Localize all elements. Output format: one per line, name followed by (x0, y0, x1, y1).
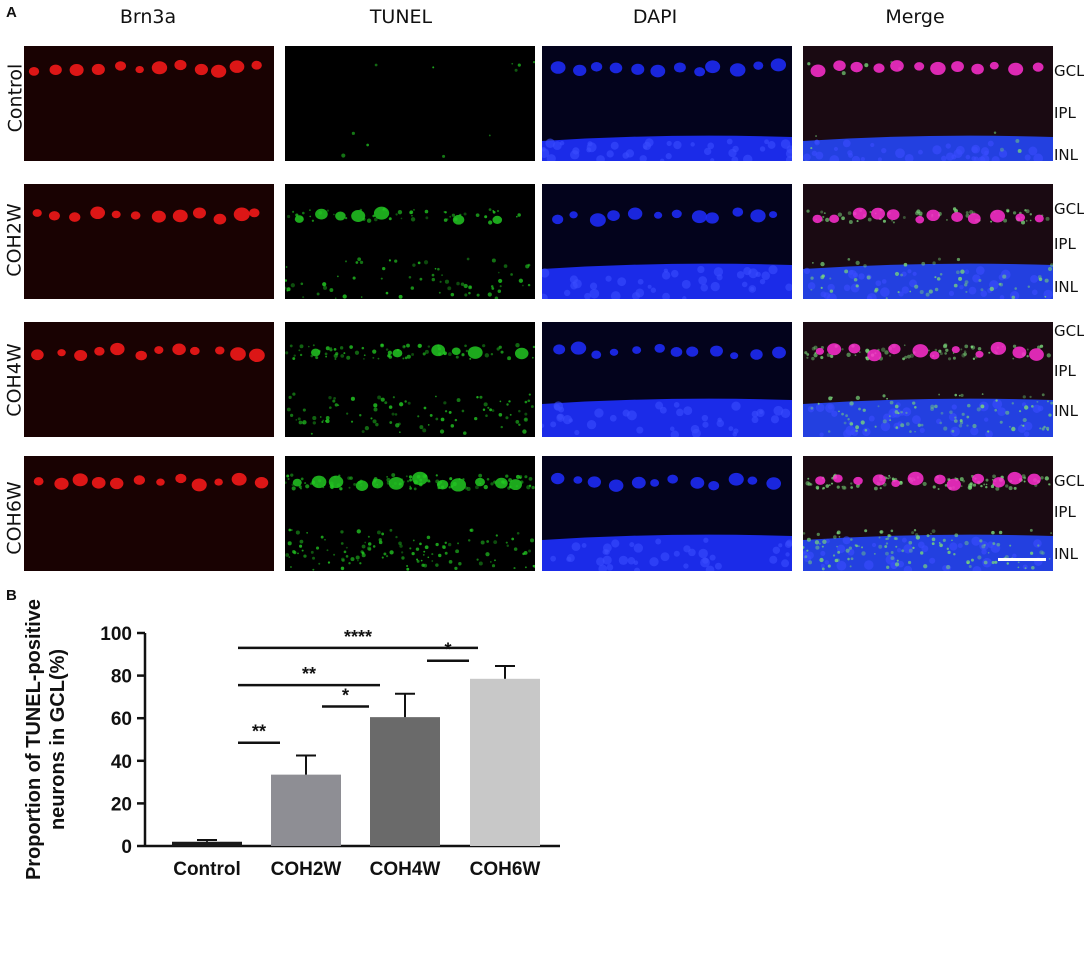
micrograph-dapi-control (542, 46, 792, 161)
y-axis-label-line-2: neurons in GCL(%) (47, 649, 69, 830)
layer-label-ipl: IPL (1054, 362, 1076, 380)
x-tick-label-coh2w: COH2W (271, 859, 342, 880)
y-tick-label: 40 (111, 752, 132, 773)
y-tick-label: 60 (111, 709, 132, 730)
significance-label: ** (252, 722, 266, 742)
micrograph-brn3a-control (24, 46, 274, 161)
micrograph-dapi-coh4w (542, 322, 792, 437)
significance-label: ** (302, 664, 316, 684)
bar-control (172, 841, 242, 846)
layer-label-gcl: GCL (1054, 62, 1084, 80)
significance-label: * (342, 685, 349, 705)
y-axis-label-line-1: Proportion of TUNEL-positive (23, 599, 45, 880)
y-tick-label: 20 (111, 794, 132, 815)
x-tick-label-control: Control (173, 859, 241, 880)
micrograph-tunel-coh6w (285, 456, 535, 571)
column-header-brn3a: Brn3a (119, 6, 177, 28)
layer-label-gcl: GCL (1054, 472, 1084, 490)
layer-label-ipl: IPL (1054, 235, 1076, 253)
micrograph-tunel-coh4w (285, 322, 535, 437)
column-header-tunel: TUNEL (369, 6, 433, 28)
micrograph-merge-coh2w (803, 184, 1053, 299)
column-header-dapi: DAPI (632, 6, 678, 28)
micrograph-brn3a-coh6w (24, 456, 274, 571)
micrograph-merge-control (803, 46, 1053, 161)
panel-b-letter: B (6, 587, 17, 604)
y-tick-label: 0 (121, 837, 132, 858)
micrograph-brn3a-coh4w (24, 322, 274, 437)
layer-label-inl: INL (1054, 278, 1079, 296)
layer-label-inl: INL (1054, 402, 1079, 420)
bar-coh4w (370, 717, 440, 846)
micrograph-dapi-coh6w (542, 456, 792, 571)
y-tick-label: 100 (100, 624, 132, 645)
layer-label-ipl: IPL (1054, 503, 1076, 521)
layer-label-gcl: GCL (1054, 322, 1084, 340)
micrograph-tunel-control (285, 46, 535, 161)
bar-chart: Proportion of TUNEL-positive neurons in G… (23, 599, 560, 880)
y-axis-label: Proportion of TUNEL-positive neurons in G… (23, 599, 69, 880)
micrograph-brn3a-coh2w (24, 184, 274, 299)
micrograph-merge-coh4w (803, 322, 1053, 437)
micrograph-merge-coh6w (803, 456, 1053, 571)
column-header-merge: Merge (885, 6, 945, 28)
x-tick-label-coh4w: COH4W (370, 859, 441, 880)
y-tick-label: 80 (111, 667, 132, 688)
layer-label-gcl: GCL (1054, 200, 1084, 218)
layer-label-inl: INL (1054, 545, 1079, 563)
layer-label-ipl: IPL (1054, 104, 1076, 122)
x-tick-label-coh6w: COH6W (470, 859, 541, 880)
significance-label: **** (344, 627, 372, 647)
bar-coh2w (271, 774, 341, 846)
panel-a-letter: A (6, 4, 17, 21)
bar-coh6w (470, 678, 540, 846)
micrograph-tunel-coh2w (285, 184, 535, 299)
layer-label-inl: INL (1054, 146, 1079, 164)
micrograph-dapi-coh2w (542, 184, 792, 299)
significance-label: * (444, 640, 451, 660)
